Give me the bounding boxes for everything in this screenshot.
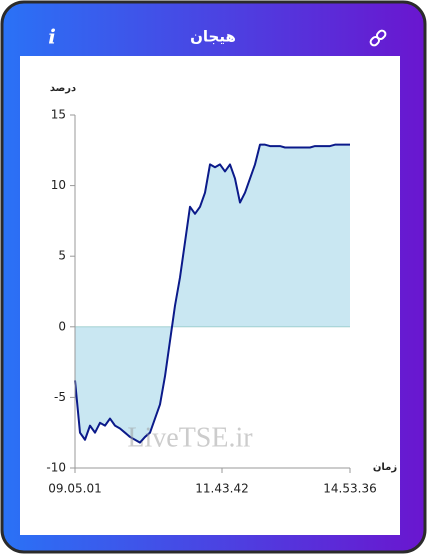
y-tick-label: 15: [51, 108, 66, 122]
watermark: LiveTSE.ir: [127, 422, 253, 453]
area-fill: [75, 144, 350, 443]
x-tick-label: 11.43.42: [195, 482, 248, 496]
x-tick-label: 14.53.36: [323, 482, 376, 496]
series-line: [74, 143, 350, 444]
page-title: هیجان: [190, 28, 236, 46]
info-button[interactable]: i: [48, 25, 56, 49]
y-tick-label: 0: [58, 319, 66, 333]
link-button[interactable]: [369, 29, 387, 47]
y-tick-label: -5: [54, 390, 66, 404]
x-tick-label: 09.05.01: [48, 482, 101, 496]
y-tick-label: 10: [51, 178, 66, 192]
y-tick-label: -10: [46, 461, 66, 475]
y-tick-label: 5: [58, 249, 66, 263]
y-axis-label: درصد: [50, 83, 76, 94]
x-axis-label: زمان: [373, 462, 397, 473]
